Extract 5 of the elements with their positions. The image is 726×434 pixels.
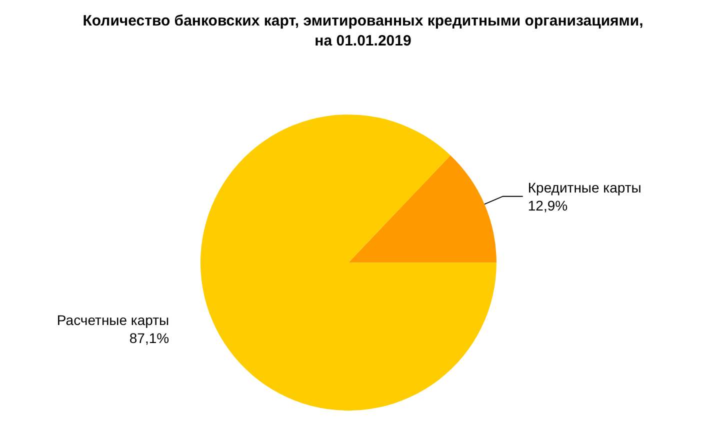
slice-label: Расчетные карты: [56, 312, 170, 328]
data-label: 12,9%: [528, 197, 568, 214]
chart-title: Количество банковских карт, эмитированных кредитными организациями, на 01.01.2019: [82, 12, 644, 50]
slice-label: Кредитные карты: [528, 179, 642, 196]
data-label: 87,1%: [129, 330, 170, 346]
